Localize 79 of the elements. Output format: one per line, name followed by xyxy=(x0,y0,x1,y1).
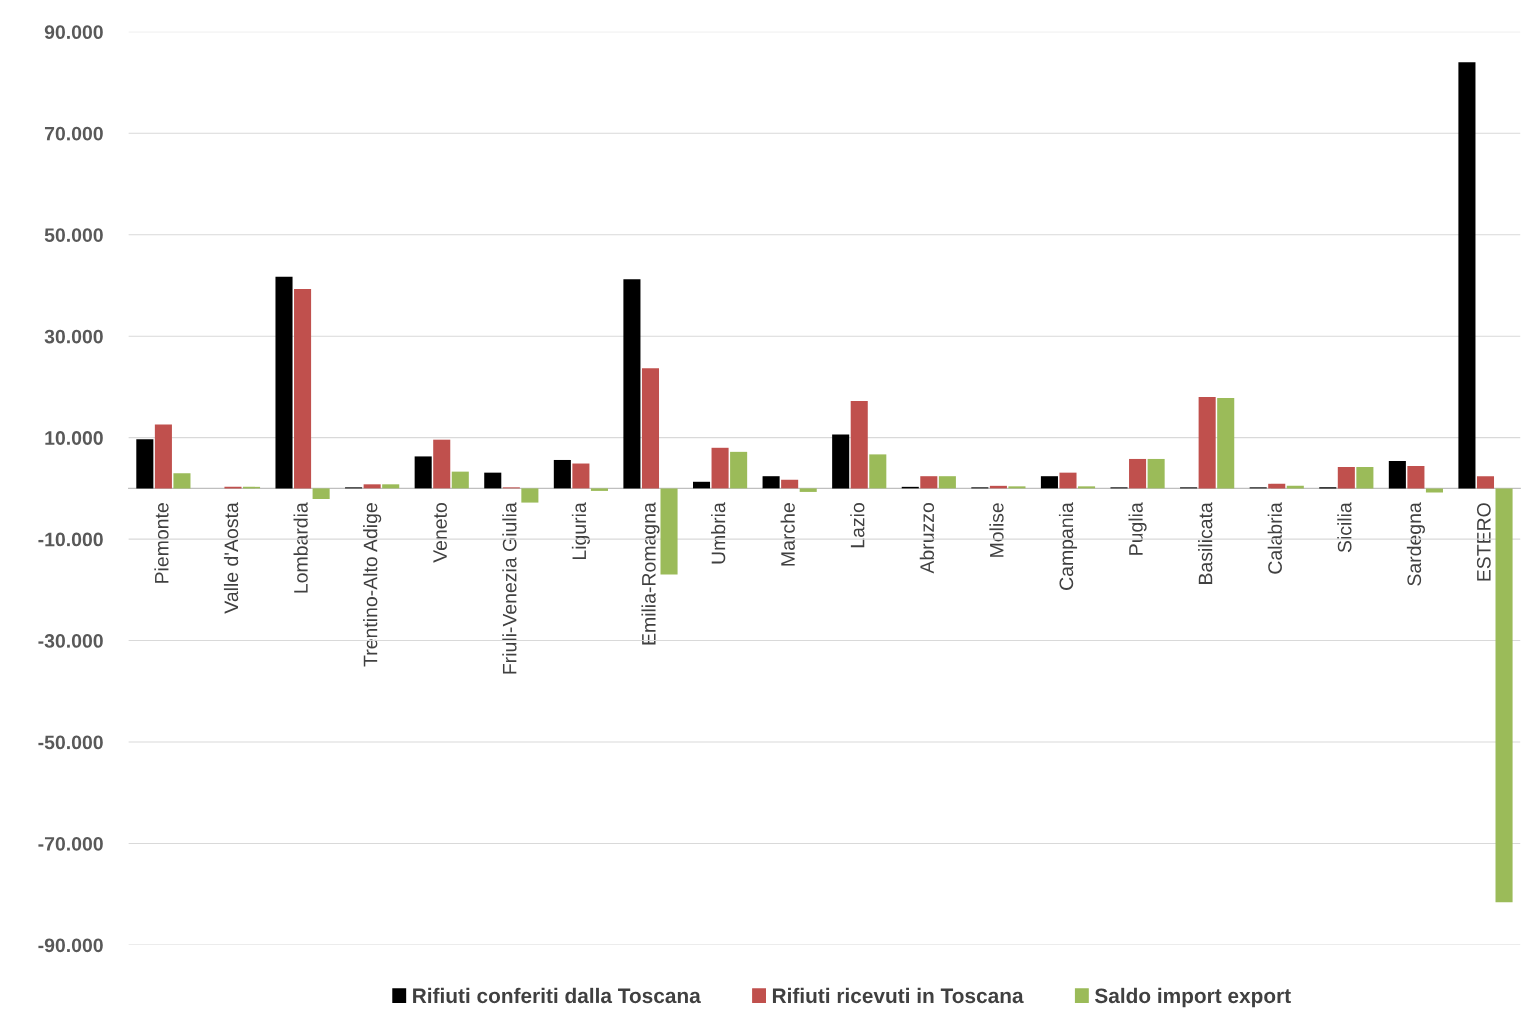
bar xyxy=(1356,467,1374,489)
x-tick-label: Abruzzo xyxy=(919,503,935,574)
x-tick-label: Valle d'Aosta xyxy=(223,502,239,614)
bar xyxy=(938,476,956,489)
bar xyxy=(1425,488,1443,493)
bar xyxy=(1059,472,1077,489)
bar xyxy=(660,488,678,575)
y-tick-label: -10.000 xyxy=(38,532,103,547)
x-tick-label: Sardegna xyxy=(1406,502,1425,586)
y-tick-label: -90.000 xyxy=(38,938,103,953)
x-tick-label: Marche xyxy=(780,503,795,566)
bar xyxy=(1458,62,1476,489)
x-tick-label: Molise xyxy=(989,503,1004,557)
bar xyxy=(382,484,400,489)
y-tick-label: 30.000 xyxy=(44,329,103,344)
y-tick-label: 10.000 xyxy=(45,431,103,445)
bar xyxy=(275,276,293,489)
bar xyxy=(590,488,608,491)
x-tick-label: ESTERO xyxy=(1476,503,1491,581)
bar xyxy=(173,473,191,489)
bar xyxy=(1147,458,1165,489)
x-tick-label: Trentino-Alto Adige xyxy=(363,503,382,667)
bar xyxy=(762,476,780,489)
legend-label: Rifiuti ricevuti in Toscana xyxy=(772,987,1024,1004)
bar xyxy=(832,434,850,489)
bar xyxy=(730,451,748,489)
bar xyxy=(1198,397,1216,489)
x-tick-label: Campania xyxy=(1058,502,1078,590)
x-tick-label: Lazio xyxy=(850,503,865,548)
bar xyxy=(572,463,590,489)
bar xyxy=(451,471,469,489)
x-tick-label: Lombardia xyxy=(293,502,308,593)
legend-label: Saldo import export xyxy=(1094,987,1291,1008)
x-tick-label: Friuli-Venezia Giulia xyxy=(502,502,517,674)
bar xyxy=(641,368,660,489)
bar xyxy=(1040,476,1058,489)
x-tick-label: Emilia-Romagna xyxy=(641,502,660,645)
bar xyxy=(1476,476,1495,489)
bar xyxy=(1008,486,1026,489)
bar xyxy=(154,424,172,489)
bar xyxy=(1388,460,1406,489)
bar xyxy=(1495,488,1513,903)
x-tick-label: Sicilia xyxy=(1337,502,1352,553)
bar xyxy=(850,401,868,489)
bar xyxy=(433,439,451,489)
bar xyxy=(1337,467,1355,489)
bar xyxy=(484,472,502,489)
y-tick-label: -70.000 xyxy=(38,836,103,851)
bar xyxy=(781,479,799,489)
bar xyxy=(312,488,330,500)
bar xyxy=(711,447,729,489)
y-tick-label: 70.000 xyxy=(44,126,103,141)
bar xyxy=(799,488,817,492)
bar xyxy=(1129,458,1147,489)
x-tick-label: Veneto xyxy=(433,503,447,563)
bar xyxy=(869,454,887,489)
bar xyxy=(553,459,571,489)
bar xyxy=(294,289,312,489)
bar xyxy=(1407,466,1425,489)
bar xyxy=(623,279,641,489)
bar xyxy=(363,484,381,489)
y-tick-label: -50.000 xyxy=(38,735,103,750)
bar xyxy=(1078,486,1096,489)
x-tick-label: Liguria xyxy=(571,502,590,560)
bar xyxy=(920,476,938,489)
x-tick-label: Puglia xyxy=(1128,502,1147,555)
bar xyxy=(414,456,432,489)
legend-label: Rifiuti conferiti dalla Toscana xyxy=(413,987,701,1004)
x-tick-label: Calabria xyxy=(1267,502,1282,574)
y-tick-label: -30.000 xyxy=(38,634,103,648)
bar xyxy=(692,481,711,489)
bar xyxy=(521,488,539,503)
y-tick-label: 50.000 xyxy=(44,228,103,242)
x-tick-label: Basilicata xyxy=(1198,502,1213,584)
bar xyxy=(136,439,154,489)
x-tick-label: Umbria xyxy=(711,502,726,564)
bar xyxy=(1217,398,1235,489)
x-tick-label: Piemonte xyxy=(154,503,169,583)
y-tick-label: 90.000 xyxy=(44,25,103,40)
